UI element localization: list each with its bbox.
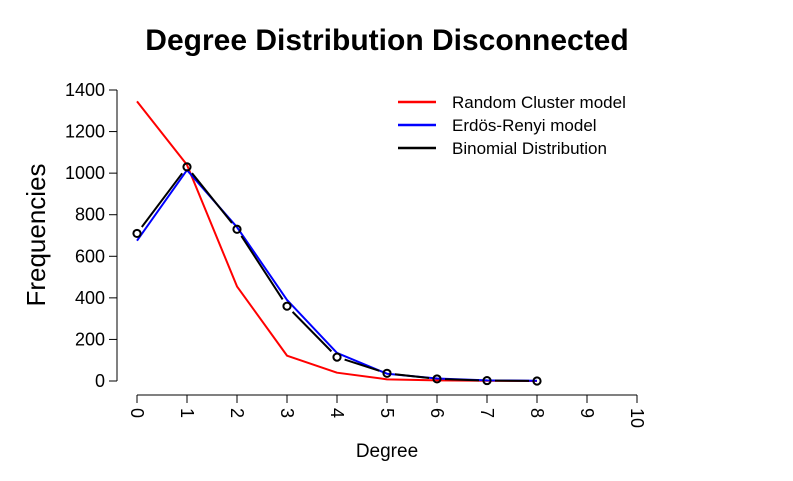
x-tick-label: 8: [527, 408, 547, 418]
x-tick-label: 0: [127, 408, 147, 418]
data-point: [332, 352, 342, 362]
data-point: [182, 162, 192, 172]
data-point: [532, 376, 542, 386]
data-point: [482, 375, 492, 386]
series-segment: [191, 172, 233, 224]
plot-area: [132, 100, 542, 386]
series-segment: [344, 358, 380, 372]
y-tick-label: 1200: [65, 122, 105, 142]
data-point: [432, 374, 442, 384]
x-tick-label: 10: [627, 408, 647, 428]
chart-title: Degree Distribution Disconnected: [145, 24, 628, 57]
data-point: [282, 301, 292, 311]
y-tick-label: 800: [75, 205, 105, 225]
x-tick-label: 1: [177, 408, 197, 418]
legend: Random Cluster model Erdös-Renyi model Bin…: [398, 93, 626, 158]
x-tick-label: 2: [227, 408, 247, 418]
legend-entry: Binomial Distribution: [452, 139, 607, 158]
y-tick-label: 1000: [65, 163, 105, 183]
legend-entry: Random Cluster model: [452, 93, 626, 112]
x-axis-label: Degree: [356, 441, 418, 462]
y-axis-label: Frequencies: [21, 163, 51, 306]
series-erd-s-renyi-model: [136, 169, 538, 382]
x-tick-label: 6: [427, 408, 447, 418]
series-segment: [444, 378, 480, 382]
y-tick-label: 600: [75, 246, 105, 266]
data-point: [132, 228, 142, 239]
x-tick-label: 3: [277, 408, 297, 418]
y-tick-label: 400: [75, 288, 105, 308]
y-tick-label: 200: [75, 329, 105, 349]
series-segment: [240, 235, 284, 301]
x-tick-label: 7: [477, 408, 497, 418]
x-tick-label: 4: [327, 408, 347, 418]
legend-entry: Erdös-Renyi model: [452, 116, 597, 135]
x-tick-label: 5: [377, 408, 397, 418]
series-segment: [394, 373, 430, 380]
y-tick-label: 1400: [65, 80, 105, 100]
data-point: [232, 224, 242, 234]
y-tick-label: 0: [95, 371, 105, 391]
axes: 0 200 400 600 800 1000 1200 1400 0 1 2 3 4 5 6 7 8 9 10: [65, 80, 647, 428]
data-point: [382, 368, 392, 378]
series-line: [136, 169, 538, 382]
series-binomial-distribution: [132, 162, 542, 386]
series-segment: [141, 172, 183, 228]
series-segment: [291, 311, 333, 353]
x-tick-label: 9: [577, 408, 597, 418]
